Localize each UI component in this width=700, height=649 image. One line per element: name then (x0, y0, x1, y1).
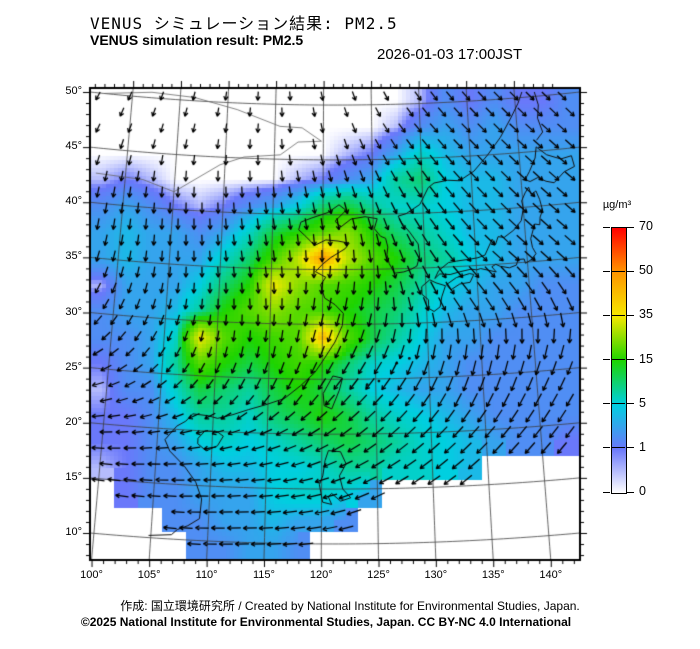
colorbar-boundary-line (611, 270, 625, 272)
attribution-line: 作成: 国立環境研究所 / Created by National Instit… (120, 599, 580, 613)
colorbar-unit-label: µg/m³ (602, 199, 632, 211)
colorbar-tick (603, 359, 610, 360)
lat-tick-label: 40° (65, 195, 82, 208)
lon-tick-label: 120° (309, 569, 333, 581)
lat-tick-label: 20° (65, 415, 82, 428)
colorbar-tick (627, 403, 634, 405)
lon-tick-label: 115° (253, 569, 275, 581)
colorbar-boundary-line (611, 403, 625, 405)
colorbar-tick (627, 447, 634, 449)
colorbar-tick-label: 15 (639, 351, 653, 366)
colorbar-tick-label: 0 (639, 484, 646, 498)
colorbar-tick (627, 270, 634, 272)
colorbar-tick (603, 314, 610, 316)
lon-tick-label: 105° (137, 569, 161, 581)
colorbar-tick-label: 70 (639, 219, 653, 233)
lon-tick-label: 110° (195, 569, 218, 581)
lat-tick-label: 30° (65, 305, 82, 318)
colorbar-tick (603, 447, 610, 449)
lat-tick-label: 45° (65, 140, 82, 153)
colorbar-boundary-line (611, 359, 625, 360)
lat-tick-label: 25° (65, 360, 82, 373)
copyright-line: ©2025 National Institute for Environment… (80, 615, 572, 629)
lon-tick-label: 100° (80, 569, 103, 581)
timestamp: 2026-01-03 17:00JST (377, 46, 523, 63)
lon-tick-label: 125° (367, 569, 390, 581)
page-title-english: VENUS simulation result: PM2.5 (90, 32, 304, 48)
colorbar-tick-label: 1 (639, 439, 646, 454)
colorbar-tick (627, 314, 634, 316)
colorbar-tick-label: 35 (639, 307, 653, 322)
colorbar-gradient (611, 227, 627, 494)
lon-tick-label: 130° (424, 569, 448, 581)
lat-tick-label: 50° (65, 85, 82, 97)
lon-tick-label: 140° (539, 569, 563, 581)
colorbar-tick (603, 403, 610, 405)
lat-tick-label: 15° (65, 470, 82, 483)
colorbar-boundary-line (611, 314, 625, 316)
colorbar-tick-label: 50 (639, 263, 653, 278)
colorbar-tick (627, 359, 634, 360)
lat-tick-label: 35° (65, 250, 82, 263)
colorbar-boundary-line (611, 447, 625, 449)
colorbar-tick (603, 491, 610, 493)
colorbar-tick (603, 226, 610, 228)
page-title-japanese: VENUS シミュレーション結果: PM2.5 (90, 14, 398, 33)
colorbar-tick-label: 5 (639, 395, 646, 410)
colorbar-tick (627, 491, 634, 493)
lat-tick-label: 10° (65, 526, 82, 538)
colorbar-tick (627, 226, 634, 228)
lon-tick-label: 135° (481, 569, 505, 581)
colorbar-tick (603, 270, 610, 272)
